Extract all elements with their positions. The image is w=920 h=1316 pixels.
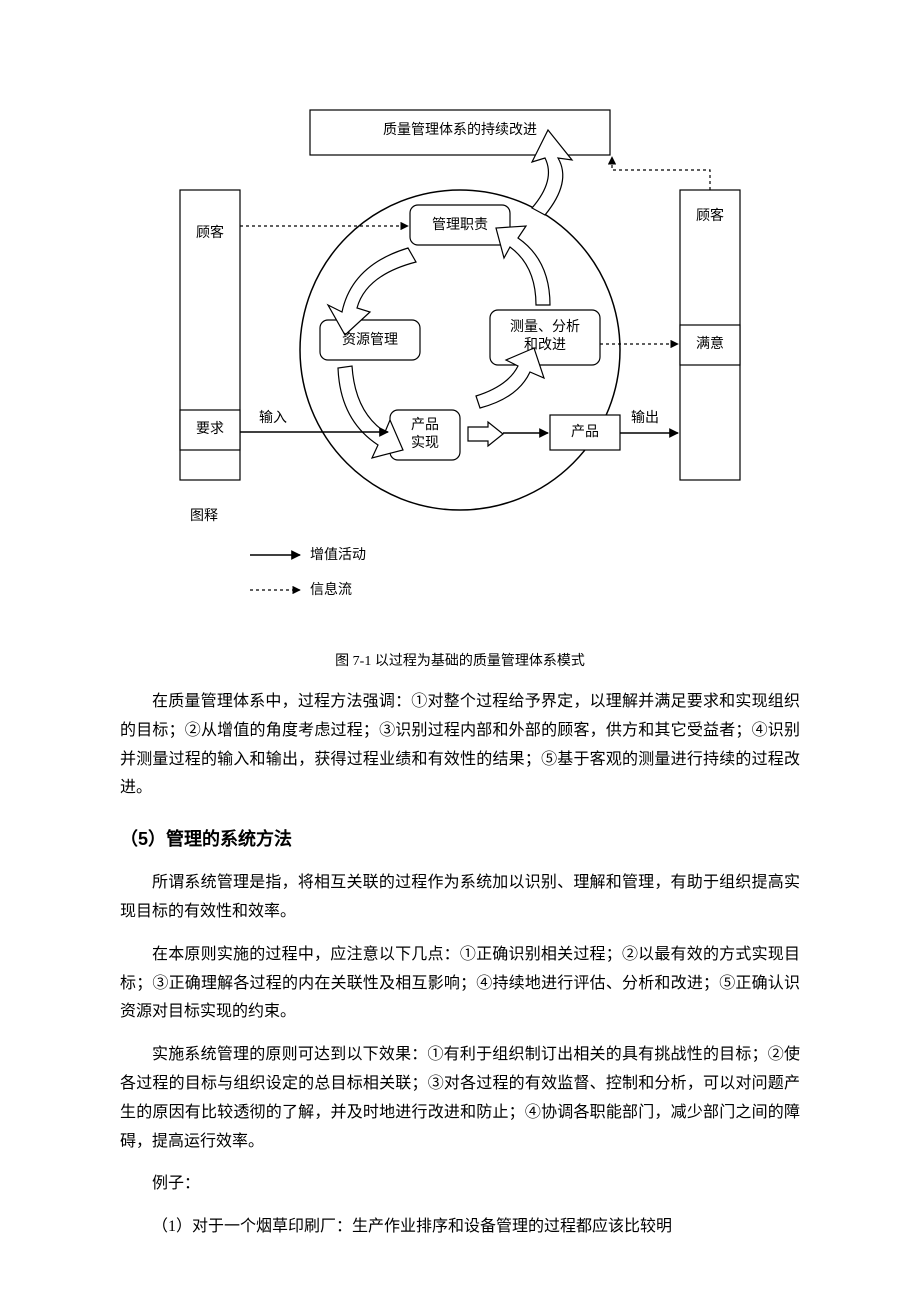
paragraph-system-effects: 实施系统管理的原则可达到以下效果：①有利于组织制订出相关的具有挑战性的目标；②使… [120,1041,800,1156]
document-page: 质量管理体系的持续改进 顾客 要求 顾客 满意 管理职责 资源管理 测量、分析 … [0,0,920,1316]
legend-title: 图释 [190,508,218,526]
paragraph-system-points: 在本原则实施的过程中，应注意以下几点：①正确识别相关过程；②以最有效的方式实现目… [120,941,800,1027]
node-resource-label: 资源管理 [320,332,420,350]
node-product-realize-label: 产品 实现 [390,417,460,453]
input-label: 输入 [248,410,298,428]
diagram-svg [120,100,800,630]
product-box-label: 产品 [550,424,620,442]
node-measure-label: 测量、分析 和改进 [490,319,600,355]
top-box-label: 质量管理体系的持续改进 [310,122,610,140]
output-label: 输出 [620,410,670,428]
figure-caption: 图 7-1 以过程为基础的质量管理体系模式 [120,650,800,670]
legend-value-activity: 增值活动 [310,547,366,565]
paragraph-system-def: 所谓系统管理是指，将相互关联的过程作为系统加以识别、理解和管理，有助于组织提高实… [120,869,800,927]
heading-system-method: （5）管理的系统方法 [120,825,800,851]
paragraph-example-1: （1）对于一个烟草印刷厂：生产作业排序和设备管理的过程都应该比较明 [120,1213,800,1242]
right-customer-label: 顾客 [680,208,740,226]
paragraph-example-intro: 例子： [120,1170,800,1199]
paragraph-process-method: 在质量管理体系中，过程方法强调：①对整个过程给予界定，以理解并满足要求和实现组织… [120,688,800,803]
right-satisfaction-label: 满意 [680,336,740,354]
left-requirement-label: 要求 [180,421,240,439]
left-customer-label: 顾客 [180,225,240,243]
qms-process-diagram: 质量管理体系的持续改进 顾客 要求 顾客 满意 管理职责 资源管理 测量、分析 … [120,100,800,630]
legend-info-flow: 信息流 [310,582,352,600]
node-management-label: 管理职责 [410,217,510,235]
